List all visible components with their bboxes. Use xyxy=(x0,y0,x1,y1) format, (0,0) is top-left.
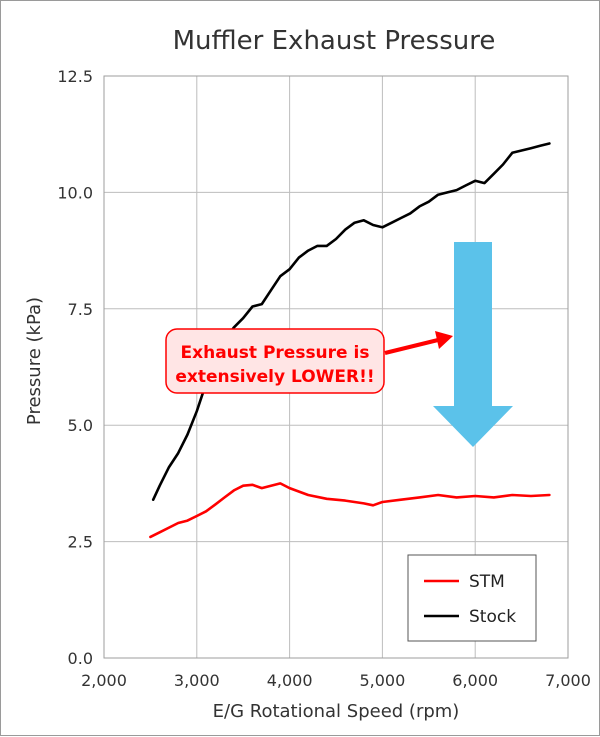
callout-arrow xyxy=(384,331,453,355)
legend-label-stm: STM xyxy=(469,572,505,592)
x-tick-label: 6,000 xyxy=(452,671,498,690)
y-tick-label: 10.0 xyxy=(57,183,93,202)
series-line-stm xyxy=(149,482,551,539)
y-tick-label: 5.0 xyxy=(68,416,93,435)
callout-arrow-head xyxy=(435,331,453,349)
chart-title: Muffler Exhaust Pressure xyxy=(173,26,496,56)
x-tick-label: 7,000 xyxy=(545,671,591,690)
legend-label-stock: Stock xyxy=(469,607,516,627)
callout-arrow-line xyxy=(384,338,439,355)
callout-text-line1: Exhaust Pressure is xyxy=(181,343,370,363)
legend: STM Stock xyxy=(407,554,537,642)
x-tick-labels: 2,000 3,000 4,000 5,000 6,000 7,000 xyxy=(81,671,591,690)
y-tick-labels: 0.0 2.5 5.0 7.5 10.0 12.5 xyxy=(57,67,93,668)
y-tick-label: 0.0 xyxy=(68,649,93,668)
x-tick-label: 2,000 xyxy=(81,671,127,690)
plot-area xyxy=(103,75,569,659)
x-tick-label: 5,000 xyxy=(359,671,405,690)
callout-text-line2: extensively LOWER!! xyxy=(175,367,374,387)
y-tick-label: 2.5 xyxy=(68,533,93,552)
y-axis-label: Pressure (kPa) xyxy=(24,297,45,425)
x-tick-label: 4,000 xyxy=(267,671,313,690)
legend-box xyxy=(407,554,537,642)
x-tick-label: 3,000 xyxy=(174,671,220,690)
y-tick-label: 7.5 xyxy=(68,300,93,319)
y-tick-label: 12.5 xyxy=(57,67,93,86)
x-axis-label: E/G Rotational Speed (rpm) xyxy=(213,701,460,722)
callout-box xyxy=(165,328,385,394)
grid xyxy=(103,75,569,659)
down-arrow-icon xyxy=(433,242,513,447)
